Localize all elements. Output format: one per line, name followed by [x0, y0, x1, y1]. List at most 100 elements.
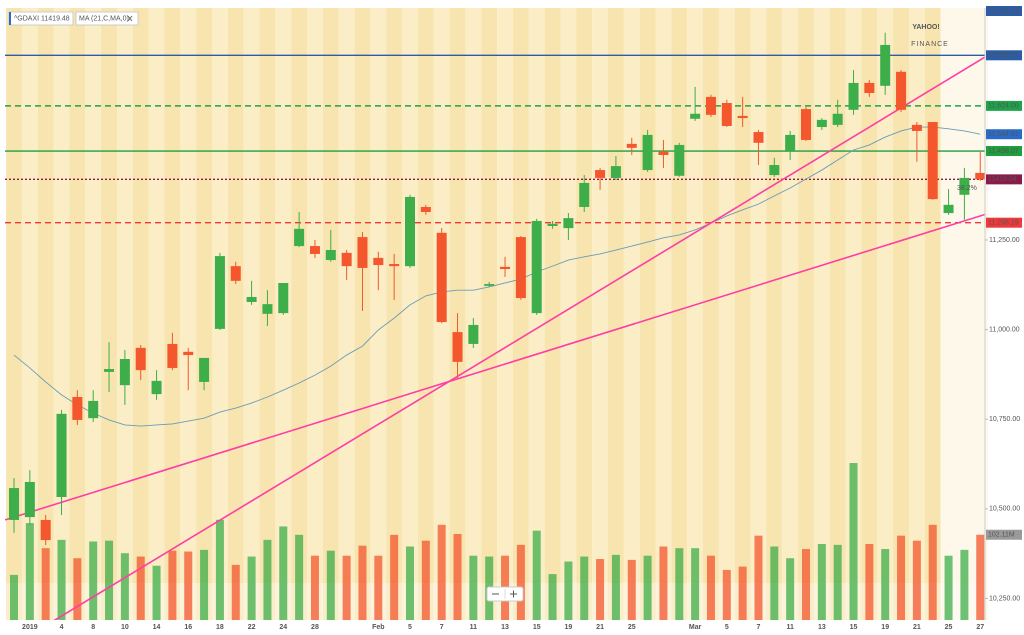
legend-label: ^GDAXI 11419.48 [14, 15, 70, 22]
candle-body [642, 134, 653, 171]
candle-body [468, 324, 479, 344]
background-stripe [956, 8, 973, 620]
volume-bar [643, 555, 652, 620]
x-tick-label: 14 [153, 624, 161, 631]
candle-body [690, 113, 701, 119]
x-tick-label: 19 [565, 624, 573, 631]
background-stripe [243, 8, 260, 620]
level-label-box [986, 100, 1022, 111]
volume-bar [960, 549, 969, 620]
x-tick-label: 11 [786, 624, 794, 631]
candle-body [341, 252, 352, 267]
candle-body [864, 82, 875, 93]
fib-label: 38.2% [957, 185, 977, 192]
candle-body [151, 380, 162, 395]
volume-bar [437, 524, 446, 620]
candle-body [959, 177, 970, 195]
volume-bar [342, 555, 351, 620]
volume-bar [596, 559, 605, 620]
candle-body [674, 144, 685, 176]
background-stripe [497, 8, 513, 620]
x-tick-label: 7 [440, 624, 444, 631]
candle-body [262, 304, 273, 314]
candle-body [880, 44, 891, 86]
candle-body [309, 246, 320, 254]
candle-body [294, 228, 305, 247]
background-stripe [21, 8, 38, 620]
volume-bar [310, 555, 319, 620]
x-tick-label: 24 [279, 624, 287, 631]
y-tick-label: 11,250.00 [989, 237, 1020, 244]
x-tick-label: 10 [121, 624, 129, 631]
background-stripe [227, 8, 244, 620]
candle-body [927, 122, 938, 200]
volume-bar [168, 550, 177, 620]
volume-bar [564, 561, 573, 620]
background-stripe [782, 8, 799, 620]
plot [5, 32, 985, 620]
background-stripe [291, 8, 308, 620]
background-stripe [703, 8, 719, 620]
legend-label: MA (21,C,MA,0) [79, 15, 129, 22]
candle-body [705, 96, 716, 115]
volume-bar [247, 556, 256, 620]
candle-body [72, 396, 83, 420]
max-label-box [986, 6, 1022, 16]
volume-bar [865, 544, 874, 620]
candle-body [183, 351, 194, 356]
candle-body [135, 347, 146, 371]
volume-bar [263, 539, 272, 620]
background-stripe [69, 8, 86, 620]
watermark: FINANCE [911, 41, 949, 48]
y-tick-label: 10,500.00 [989, 506, 1020, 513]
volume-bar [928, 524, 937, 620]
candle-body [56, 413, 67, 498]
x-tick-label: 15 [850, 624, 858, 631]
x-tick-label: 21 [596, 624, 604, 631]
background-stripe [132, 8, 149, 620]
volume-bar [41, 548, 50, 620]
volume-bar [976, 534, 985, 620]
volume-bar [453, 533, 462, 620]
background-stripe [544, 8, 561, 620]
background-stripe [180, 8, 197, 620]
level-label: 11419.04 [988, 176, 1017, 183]
candle-body [484, 284, 495, 286]
volume-bar [89, 541, 98, 620]
background-stripe [322, 8, 339, 620]
background [5, 8, 989, 620]
volume-bar [10, 574, 18, 620]
volume-bar [817, 544, 826, 620]
candle-body [531, 220, 542, 314]
x-tick-label: 5 [408, 624, 412, 631]
background-stripe [85, 8, 102, 620]
candle-body [547, 223, 558, 226]
background-stripe [608, 8, 624, 620]
volume-bar [231, 564, 240, 620]
background-stripe [592, 8, 608, 620]
candle-body [389, 263, 400, 267]
y-axis: 10,250.00 10,500.00 10,750.00 11,000.00 11,2… [985, 6, 1022, 602]
volume-bar [469, 555, 478, 620]
overlay: 2019 4 8 10 14 16 18 22 24 28 Feb 5 7 11 13 15 19 21 25 Mar… [8, 11, 984, 631]
candle-body [563, 218, 574, 229]
background-stripe [940, 8, 957, 620]
candle-body [816, 119, 827, 128]
x-tick-label: 7 [757, 624, 761, 631]
volume-bar [611, 554, 620, 620]
candle-body [579, 182, 590, 207]
x-tick-label: Feb [372, 624, 384, 631]
background-stripe [196, 8, 212, 620]
legend-chip-mark [9, 12, 11, 25]
background-stripe [893, 8, 909, 620]
background-stripe [481, 8, 498, 620]
background-stripe [813, 8, 830, 620]
background-stripe [798, 8, 814, 620]
x-tick-label: 16 [184, 624, 192, 631]
candle-body [943, 204, 954, 214]
candle-body [721, 103, 732, 126]
candle-body [40, 519, 51, 541]
candle-body [785, 134, 796, 152]
volume-bar [722, 569, 731, 620]
legend-close [127, 15, 133, 22]
